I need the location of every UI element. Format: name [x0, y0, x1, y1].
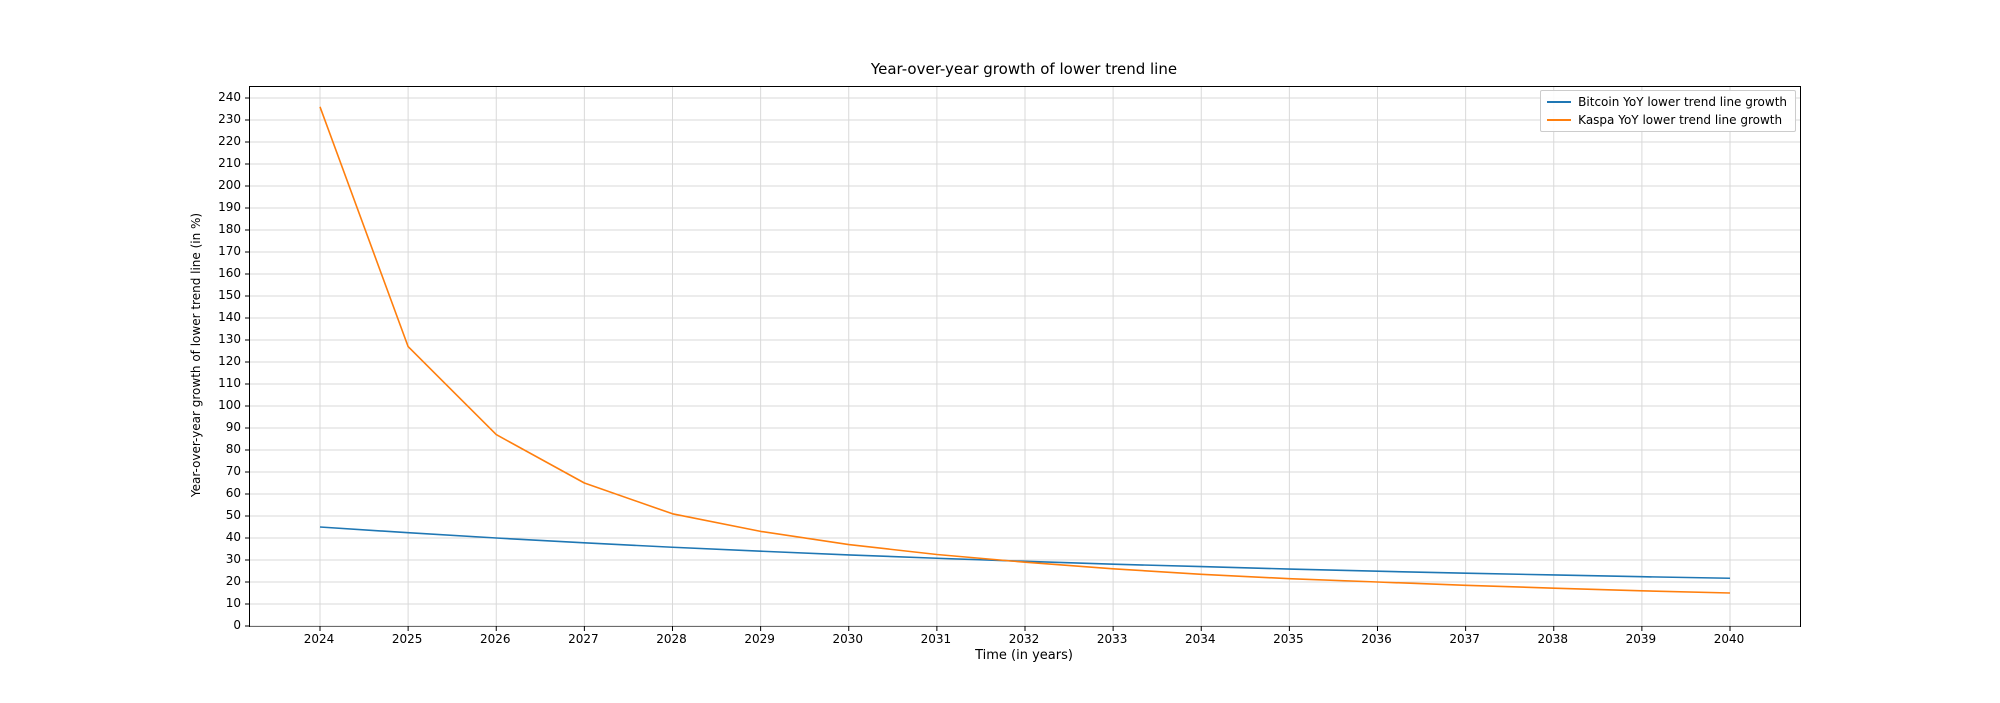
- x-tick-label: 2031: [920, 632, 952, 646]
- x-tick-label: 2040: [1713, 632, 1745, 646]
- y-tick-label: 30: [225, 552, 241, 566]
- y-tick-label: 200: [218, 178, 241, 192]
- y-tick-label: 180: [218, 222, 241, 236]
- y-tick-label: 100: [218, 398, 241, 412]
- y-tick-label: 50: [225, 508, 241, 522]
- y-tick-label: 80: [225, 442, 241, 456]
- x-tick-label: 2037: [1449, 632, 1480, 646]
- bitcoin-line-swatch-icon: [1547, 101, 1572, 103]
- y-tick-label: 130: [218, 332, 241, 346]
- x-tick-label: 2029: [744, 632, 775, 646]
- y-tick-label: 150: [218, 288, 241, 302]
- y-tick-label: 110: [218, 376, 241, 390]
- y-tick-label: 190: [218, 200, 241, 214]
- y-tick-label: 210: [218, 156, 241, 170]
- plot-canvas: [245, 87, 1800, 631]
- kaspa-line-swatch-icon: [1547, 119, 1572, 121]
- y-tick-label: 120: [218, 354, 241, 368]
- y-tick-label: 240: [218, 90, 241, 104]
- x-tick-label: 2026: [479, 632, 511, 646]
- x-tick-label: 2032: [1008, 632, 1040, 646]
- x-tick-label: 2039: [1625, 632, 1657, 646]
- y-tick-label: 160: [218, 266, 241, 280]
- x-tick-label: 2036: [1361, 632, 1392, 646]
- x-tick-label: 2035: [1273, 632, 1304, 646]
- x-tick-label: 2025: [391, 632, 423, 646]
- series-line-0: [319, 526, 1731, 580]
- y-tick-label: 170: [218, 244, 241, 258]
- legend: Bitcoin YoY lower trend line growth Kasp…: [1540, 90, 1796, 132]
- x-tick-label: 2028: [656, 632, 687, 646]
- x-axis-label: Time (in years): [975, 648, 1073, 663]
- x-tick-label: 2033: [1096, 632, 1128, 646]
- chart-title: Year-over-year growth of lower trend lin…: [870, 60, 1178, 78]
- legend-item-bitcoin: Bitcoin YoY lower trend line growth: [1547, 95, 1787, 109]
- y-tick-label: 20: [225, 574, 241, 588]
- y-tick-label: 90: [225, 420, 241, 434]
- legend-item-kaspa: Kaspa YoY lower trend line growth: [1547, 113, 1787, 127]
- gridlines: [250, 87, 1800, 627]
- tick-marks: [245, 97, 1731, 631]
- x-tick-label: 2024: [303, 632, 335, 646]
- y-tick-label: 70: [225, 464, 241, 478]
- y-tick-label: 140: [218, 310, 241, 324]
- x-tick-label: 2038: [1537, 632, 1569, 646]
- y-tick-label: 40: [225, 530, 241, 544]
- y-tick-label: 60: [225, 486, 241, 500]
- x-tick-label: 2034: [1184, 632, 1216, 646]
- plot-area: Bitcoin YoY lower trend line growth Kasp…: [245, 86, 1801, 631]
- y-tick-label: 230: [218, 112, 241, 126]
- y-tick-label: 10: [225, 596, 241, 610]
- series-line-1: [319, 106, 1731, 594]
- y-tick-label: 0: [233, 618, 241, 632]
- legend-label-kaspa: Kaspa YoY lower trend line growth: [1578, 113, 1783, 127]
- legend-label-bitcoin: Bitcoin YoY lower trend line growth: [1578, 95, 1787, 109]
- x-tick-label: 2027: [568, 632, 599, 646]
- x-tick-label: 2030: [832, 632, 864, 646]
- y-tick-label: 220: [218, 134, 241, 148]
